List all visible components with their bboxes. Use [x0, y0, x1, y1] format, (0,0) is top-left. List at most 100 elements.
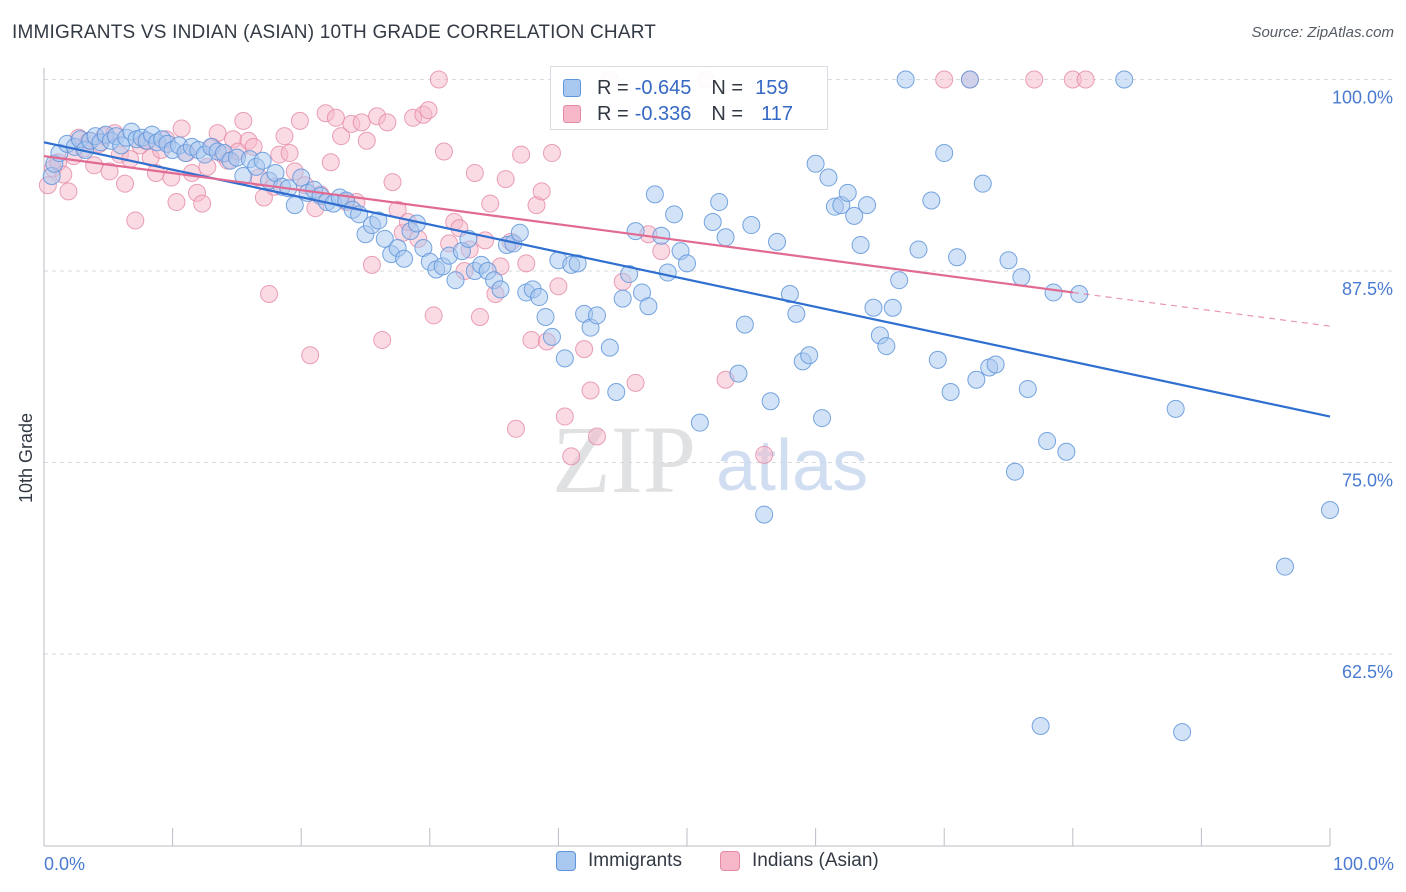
immigrants-point — [928, 350, 947, 369]
r-label: R = — [597, 76, 629, 99]
immigrants-point — [735, 315, 754, 334]
indians-point — [357, 131, 376, 150]
immigrants-point — [973, 174, 992, 193]
chart-title: IMMIGRANTS VS INDIAN (ASIAN) 10TH GRADE … — [12, 22, 657, 43]
immigrants-legend-swatch — [556, 851, 576, 871]
indians-point — [332, 127, 351, 146]
immigrants-point — [813, 409, 832, 428]
indians-point — [326, 108, 345, 127]
indians-point — [419, 101, 438, 120]
indians-point — [321, 153, 340, 172]
immigrants-point — [1005, 462, 1024, 481]
immigrants-point — [1115, 70, 1134, 89]
immigrants-point — [768, 232, 787, 251]
indians-point — [429, 70, 448, 89]
immigrants-points — [42, 70, 1339, 742]
immigrants-point — [1057, 442, 1076, 461]
immigrants-point — [851, 235, 870, 254]
immigrants-point — [510, 223, 529, 242]
indians-swatch — [563, 105, 581, 123]
immigrants-point — [491, 280, 510, 299]
indians-point — [100, 162, 119, 181]
immigrants-point — [369, 211, 388, 230]
indians-point — [542, 144, 561, 163]
immigrants-point — [883, 298, 902, 317]
y-tick-label: 87.5% — [1342, 279, 1393, 299]
immigrants-point — [1038, 432, 1057, 451]
immigrants-point — [530, 288, 549, 307]
immigrants-point — [1044, 283, 1063, 302]
indians-point — [470, 307, 489, 326]
indians-point — [496, 170, 515, 189]
immigrants-point — [1166, 399, 1185, 418]
indians-point — [532, 182, 551, 201]
immigrants-point — [761, 392, 780, 411]
indians-point — [362, 255, 381, 274]
r-value: -0.645 — [634, 76, 692, 99]
immigrants-trend-line — [43, 141, 1331, 418]
immigrants-point — [935, 144, 954, 163]
immigrants-point — [446, 271, 465, 290]
indians-point — [522, 330, 541, 349]
immigrants-point — [375, 229, 394, 248]
immigrants-point — [1275, 557, 1294, 576]
r-label: R = — [597, 102, 629, 125]
legend-item-indians[interactable]: Indians (Asian) — [720, 850, 879, 872]
immigrants-point — [948, 248, 967, 267]
indians-point — [1076, 70, 1095, 89]
indians-point — [260, 284, 279, 303]
immigrants-point — [536, 307, 555, 326]
immigrants-point — [800, 346, 819, 365]
indians-point — [755, 445, 774, 464]
immigrants-point — [645, 185, 664, 204]
immigrants-point — [864, 298, 883, 317]
immigrants-point — [613, 289, 632, 308]
immigrants-point — [1173, 723, 1192, 742]
indians-point — [167, 193, 186, 212]
indians-point — [587, 427, 606, 446]
immigrants-point — [678, 254, 696, 273]
immigrants-point — [986, 355, 1005, 374]
indians-point — [352, 113, 371, 132]
immigrants-point — [941, 383, 960, 402]
immigrants-point — [703, 212, 722, 231]
immigrants-point — [1321, 500, 1339, 519]
immigrants-point — [1018, 379, 1037, 398]
indians-point — [465, 163, 484, 182]
indians-point — [59, 182, 78, 201]
immigrants-point — [1012, 268, 1031, 287]
axis-layer: 62.5% 75.0% 87.5% 100.0% 0.0% 100.0% — [43, 68, 1394, 874]
indians-point — [172, 119, 191, 138]
series-legend: Immigrants Indians (Asian) — [0, 850, 1406, 878]
x-tick-label: 100.0% — [1333, 854, 1394, 874]
immigrants-point — [896, 70, 915, 89]
immigrants-point — [890, 271, 909, 290]
indians-point — [373, 330, 392, 349]
n-label: N = — [711, 102, 744, 125]
indians-point — [562, 447, 581, 466]
chart-source: Source: ZipAtlas.com — [1251, 24, 1394, 41]
immigrants-point — [395, 249, 414, 268]
indians-point — [275, 127, 294, 146]
indians-point — [1025, 70, 1044, 89]
y-tick-label: 100.0% — [1332, 88, 1393, 108]
immigrants-point — [1031, 717, 1050, 736]
immigrants-point — [568, 254, 587, 273]
immigrants-point — [542, 327, 561, 346]
immigrants-point — [555, 349, 574, 368]
indians-point — [85, 156, 104, 175]
x-tick-label: 0.0% — [44, 854, 85, 874]
legend-item-immigrants[interactable]: Immigrants — [556, 850, 682, 872]
immigrants-point — [845, 206, 864, 225]
n-value: 117 — [761, 102, 793, 125]
immigrants-point — [806, 154, 825, 173]
immigrants-point — [690, 413, 709, 432]
immigrants-point — [600, 338, 619, 357]
indians-point — [126, 211, 145, 230]
y-axis-label: 10th Grade — [16, 413, 36, 503]
indians-point — [383, 173, 402, 192]
immigrants-point — [960, 70, 979, 89]
immigrants-point — [587, 306, 606, 325]
y-tick-label: 75.0% — [1342, 471, 1393, 491]
